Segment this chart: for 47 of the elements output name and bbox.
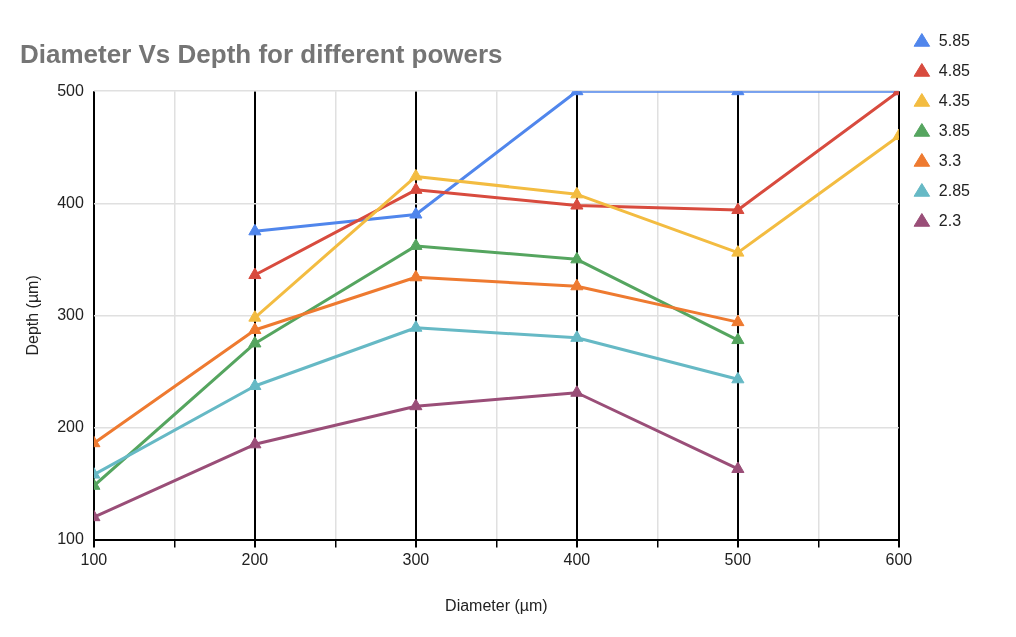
point: [570, 186, 584, 199]
point: [248, 335, 262, 348]
point: [409, 320, 423, 332]
y-tick-label: 100: [57, 530, 84, 548]
point: [570, 385, 584, 397]
point: [570, 278, 584, 291]
point: [248, 310, 262, 322]
point: [248, 322, 262, 334]
legend-label: 3.3: [938, 152, 962, 170]
legend-label: 2.3: [938, 212, 962, 230]
point: [409, 269, 423, 282]
point: [570, 251, 584, 264]
point: [731, 202, 745, 215]
y-tick-label: 500: [57, 81, 84, 99]
legend-label: 2.85: [938, 182, 971, 200]
y-tick-label: 300: [57, 305, 84, 323]
x-tick-label: 300: [402, 550, 430, 568]
point: [409, 207, 423, 219]
x-axis-title: Diameter (µm): [445, 596, 548, 614]
x-tick-label: 200: [241, 550, 269, 568]
point: [409, 398, 423, 411]
y-tick-label: 200: [57, 417, 84, 435]
point: [248, 223, 262, 236]
point: [731, 314, 745, 327]
point: [248, 267, 262, 280]
x-tick-label: 400: [563, 550, 591, 568]
point: [570, 330, 584, 342]
y-axis-title: Depth (µm): [24, 275, 42, 356]
point: [731, 461, 745, 473]
point: [409, 168, 423, 181]
legend-label: 3.85: [938, 122, 971, 140]
y-tick-label: 400: [57, 193, 84, 211]
point: [409, 182, 423, 194]
legend-label: 5.85: [938, 32, 971, 50]
x-tick-label: 100: [80, 550, 108, 568]
point: [409, 238, 423, 250]
point: [731, 245, 745, 257]
point: [570, 198, 584, 210]
x-tick-label: 500: [724, 550, 752, 568]
legend-label: 4.85: [938, 62, 971, 80]
point: [248, 378, 262, 391]
x-tick-label: 600: [885, 550, 913, 568]
point: [731, 371, 745, 384]
point: [248, 436, 262, 449]
point: [731, 332, 745, 345]
chart-title: Diameter Vs Depth for different powers: [20, 38, 503, 69]
legend-label: 4.35: [938, 92, 971, 110]
